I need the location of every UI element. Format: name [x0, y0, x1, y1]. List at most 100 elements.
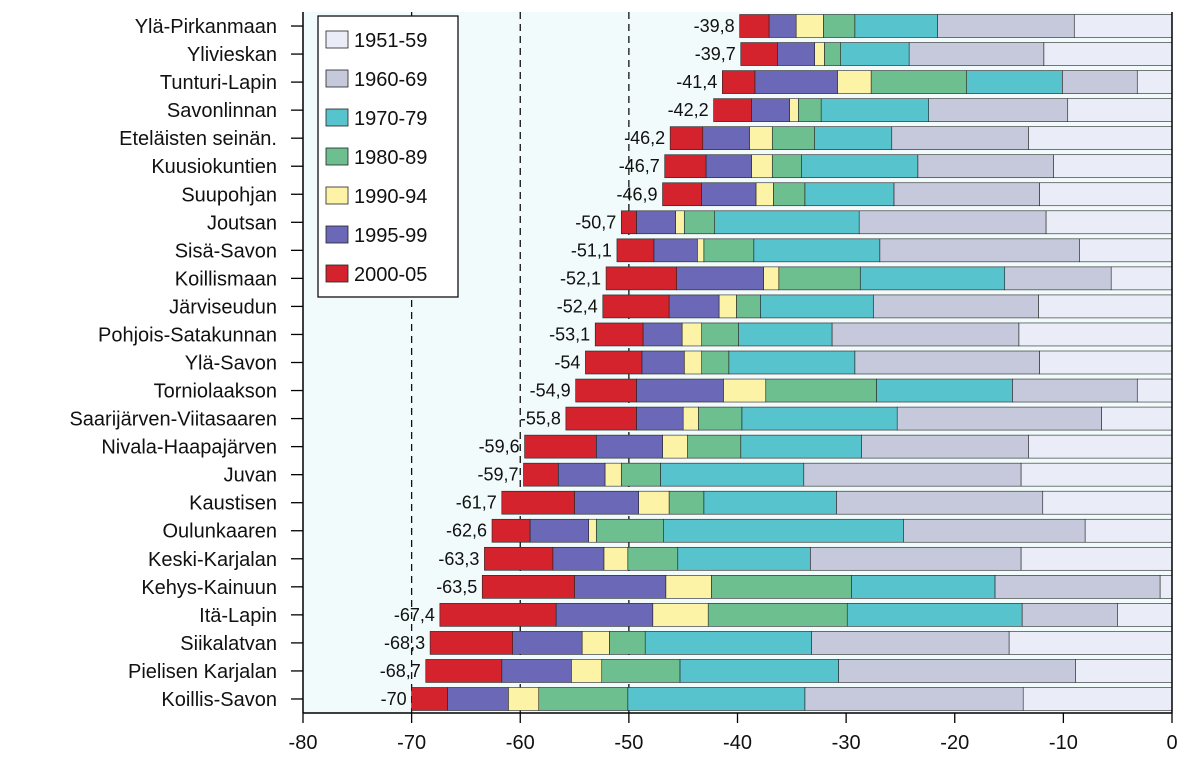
- category-label: Ylä-Savon: [185, 353, 277, 375]
- x-tick-label: -40: [723, 732, 752, 754]
- legend-swatch: [325, 108, 349, 127]
- bar-segment: [603, 546, 629, 571]
- x-tick-label: -10: [1049, 732, 1078, 754]
- bar-total-label: -54,9: [530, 381, 571, 401]
- bar-segment: [683, 350, 702, 375]
- bar-total-label: -62,6: [446, 521, 487, 541]
- bar-segment: [751, 154, 773, 179]
- bar-segment: [876, 378, 1013, 403]
- bar-segment: [1039, 350, 1173, 375]
- bar-segment: [616, 238, 655, 263]
- legend: 1951-59 1960-69 1970-79 1980-89 1990-94 1995-…: [317, 15, 459, 298]
- bar-segment: [740, 42, 778, 66]
- legend-swatch: [325, 147, 349, 166]
- bar-segment: [665, 575, 712, 599]
- bar-segment: [718, 294, 737, 319]
- bar-segment: [861, 434, 1029, 459]
- bar-total-label: -46,7: [619, 156, 660, 176]
- bar-segment: [644, 631, 812, 655]
- bar-segment: [552, 546, 605, 571]
- category-label: Keski-Karjalan: [148, 549, 277, 571]
- bar-segment: [1075, 659, 1173, 683]
- bar-total-label: -54: [554, 353, 580, 373]
- category-label: Eteläisten seinän.: [119, 128, 277, 150]
- legend-box: [317, 15, 459, 298]
- bar-segment: [707, 603, 848, 627]
- bar-segment: [809, 546, 1022, 571]
- bar-total-label: -39,7: [695, 44, 736, 64]
- bar-segment: [701, 322, 739, 347]
- bar-segment: [714, 210, 860, 235]
- category-label: Ylä-Pirkanmaan: [135, 16, 277, 38]
- bar-segment: [636, 210, 676, 235]
- legend-label: 1995-99: [354, 225, 427, 247]
- bar-segment: [697, 238, 705, 263]
- legend-swatch: [325, 264, 349, 283]
- bar-segment: [870, 70, 967, 94]
- bar-segment: [773, 182, 806, 207]
- bar-segment: [1020, 546, 1173, 571]
- bar-segment: [574, 490, 639, 515]
- category-label: Sisä-Savon: [175, 240, 277, 262]
- bar-segment: [840, 42, 910, 66]
- bar-segment: [653, 238, 698, 263]
- bar-segment: [751, 98, 790, 122]
- bar-segment: [1045, 210, 1173, 235]
- bar-segment: [702, 126, 750, 150]
- category-label: Kehys-Kainuun: [141, 577, 277, 599]
- bar-segment: [777, 42, 815, 66]
- bar-segment: [662, 434, 688, 459]
- bar-segment: [627, 687, 806, 711]
- bar-segment: [491, 518, 531, 543]
- x-tick-label: -30: [832, 732, 861, 754]
- category-label: Torniolaakson: [154, 381, 277, 403]
- bar-segment: [703, 238, 755, 263]
- bar-segment: [728, 350, 856, 375]
- bar-segment: [663, 518, 904, 543]
- legend-label: 1990-94: [354, 186, 427, 208]
- bar-segment: [501, 659, 572, 683]
- bar-segment: [703, 490, 837, 515]
- category-label: Kaustisen: [189, 493, 277, 515]
- bar-segment: [595, 518, 664, 543]
- bar-total-label: -42,2: [668, 100, 709, 120]
- bar-segment: [836, 490, 1044, 515]
- bar-segment: [753, 238, 881, 263]
- bar-total-label: -63,3: [438, 549, 479, 569]
- bar-segment: [529, 518, 589, 543]
- bar-segment: [1084, 518, 1173, 543]
- bar-total-label: -53,1: [549, 324, 590, 344]
- bar-segment: [687, 434, 742, 459]
- bar-segment: [1028, 434, 1173, 459]
- bar-segment: [1110, 266, 1173, 291]
- bar-segment: [846, 603, 1023, 627]
- bar-segment: [669, 126, 704, 150]
- bar-segment: [872, 294, 1039, 319]
- bar-segment: [798, 98, 822, 122]
- bar-segment: [768, 14, 797, 38]
- legend-swatch: [325, 30, 349, 49]
- legend-swatch: [325, 225, 349, 244]
- bar-segment: [1012, 378, 1138, 403]
- bar-segment: [804, 182, 895, 207]
- category-label: Tunturi-Lapin: [160, 72, 277, 94]
- bar-segment: [585, 350, 643, 375]
- bar-total-label: -68,3: [384, 633, 425, 653]
- bar-segment: [837, 70, 872, 94]
- bar-segment: [760, 294, 874, 319]
- category-label: Koillismaan: [175, 268, 277, 290]
- category-label: Ylivieskan: [187, 44, 277, 66]
- bar-segment: [1043, 42, 1173, 66]
- bar-segment: [660, 462, 805, 487]
- x-tick-label: -20: [940, 732, 969, 754]
- x-tick-label: -80: [289, 732, 318, 754]
- bar-segment: [824, 42, 841, 66]
- legend-label: 1960-69: [354, 69, 427, 91]
- bar-segment: [1028, 126, 1173, 150]
- bar-total-label: -61,7: [456, 493, 497, 513]
- bar-segment: [820, 98, 929, 122]
- bar-segment: [1101, 406, 1173, 431]
- bar-segment: [588, 518, 597, 543]
- bar-segment: [893, 182, 1040, 207]
- legend-label: 1980-89: [354, 147, 427, 169]
